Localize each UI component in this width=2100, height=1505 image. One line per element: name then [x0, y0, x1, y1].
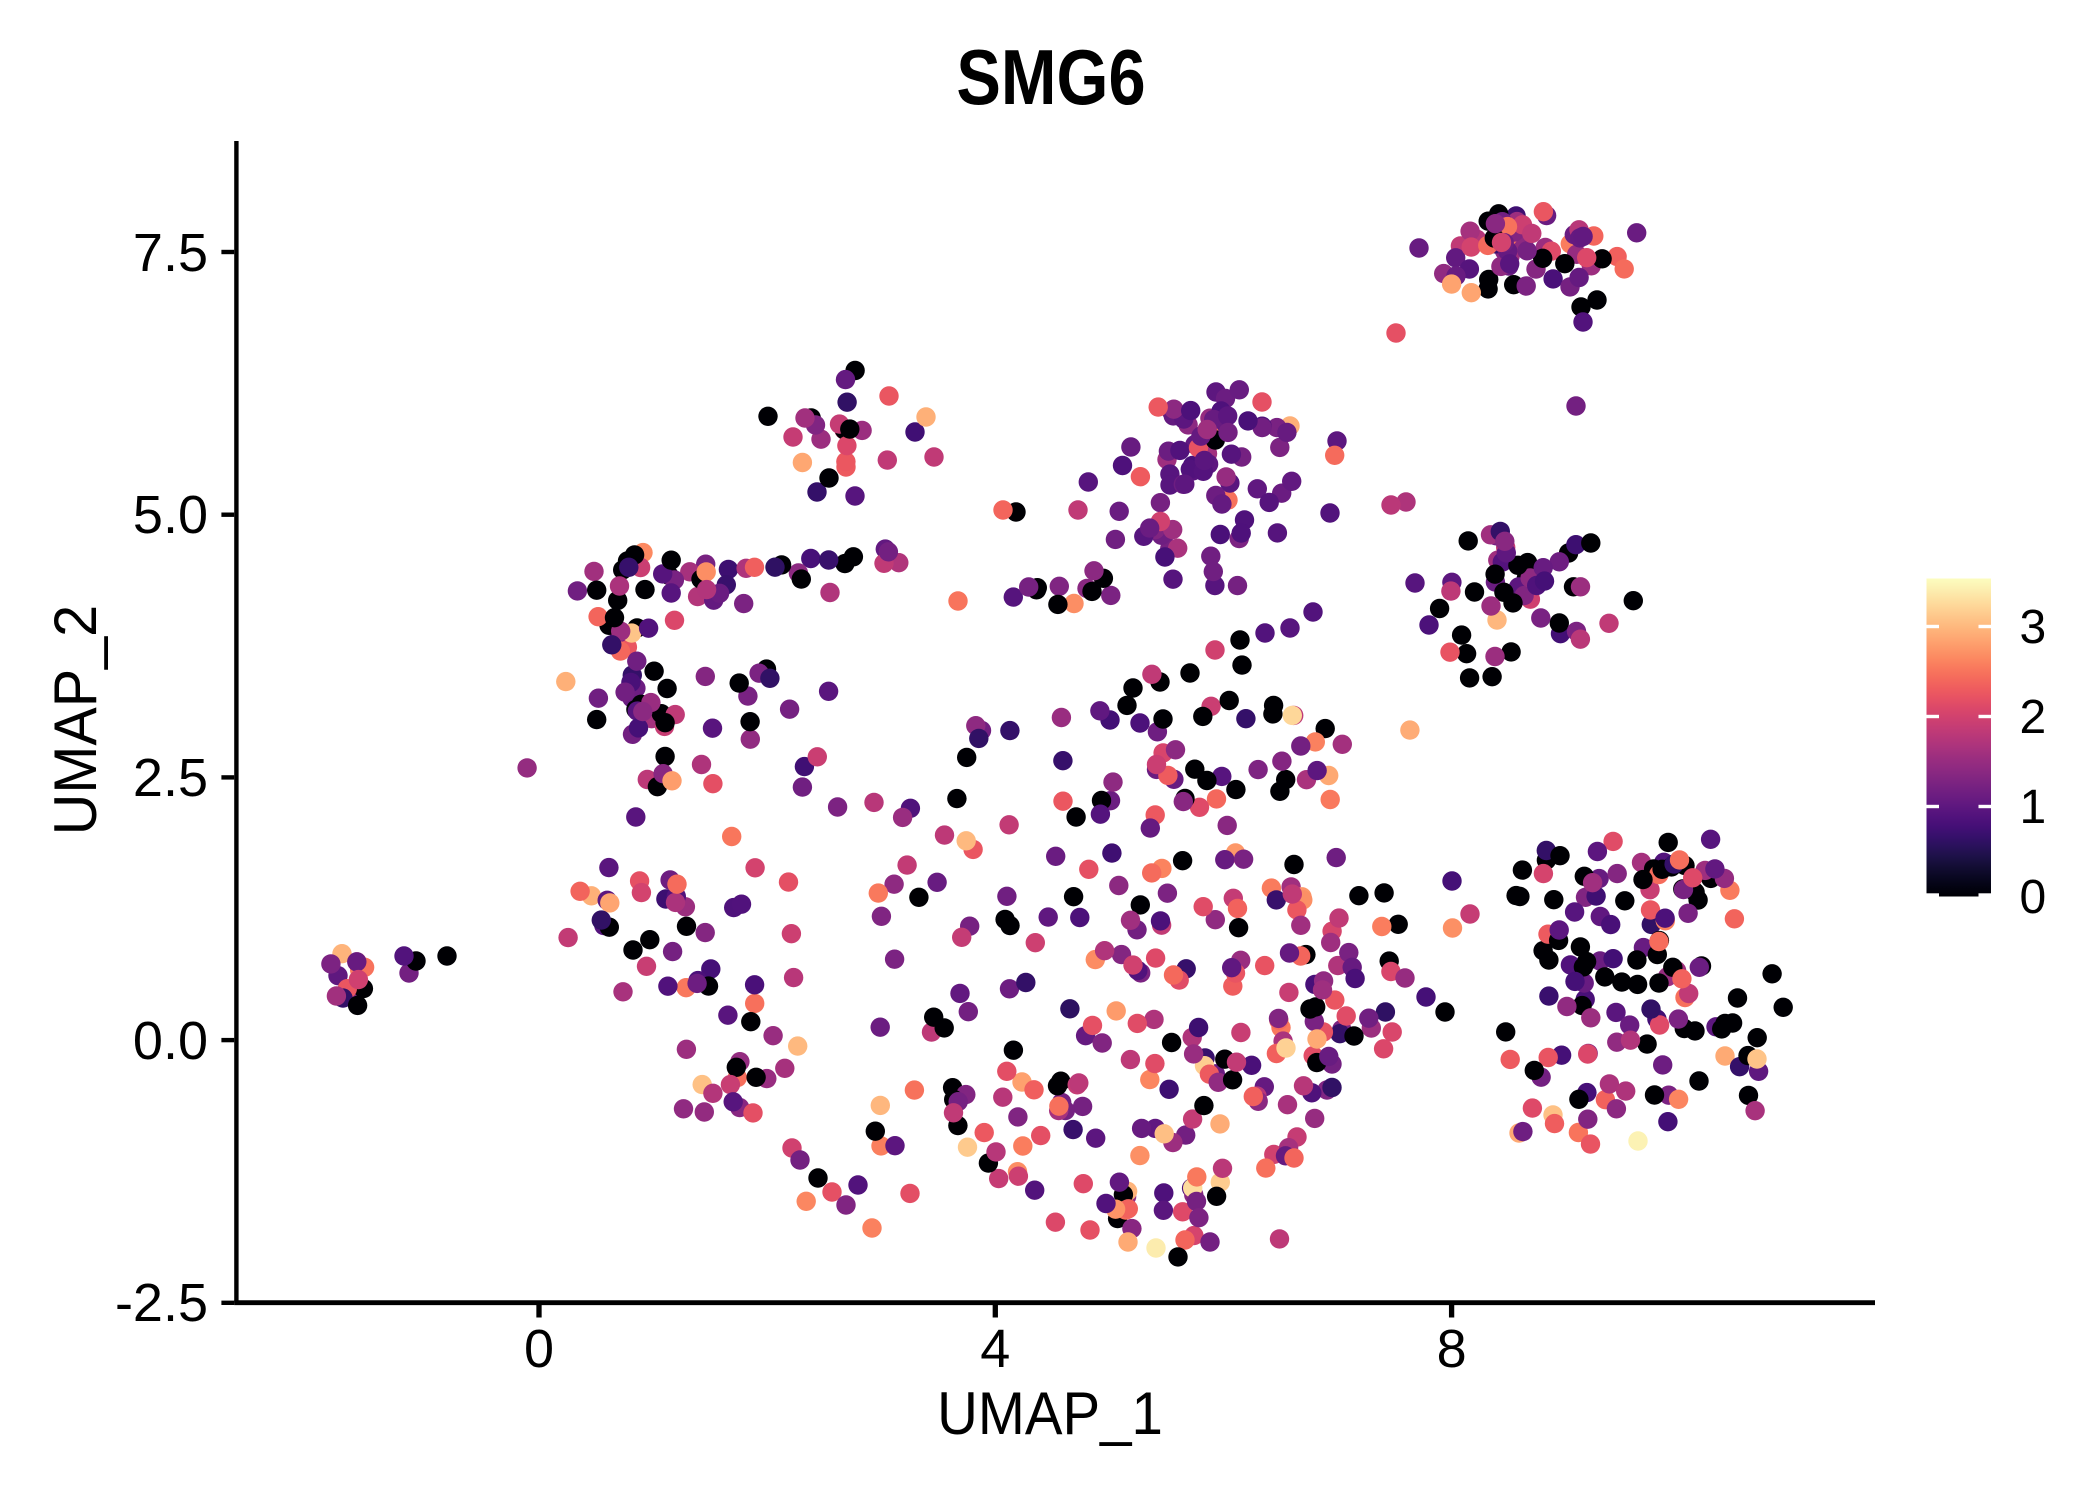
svg-text:0: 0: [524, 1319, 554, 1379]
svg-text:7.5: 7.5: [133, 223, 208, 283]
svg-text:2: 2: [2020, 691, 2047, 744]
svg-text:1: 1: [2020, 781, 2047, 834]
svg-text:-2.5: -2.5: [115, 1273, 208, 1333]
svg-text:4: 4: [980, 1319, 1010, 1379]
svg-text:UMAP_1: UMAP_1: [937, 1380, 1163, 1447]
svg-text:SMG6: SMG6: [956, 34, 1145, 121]
svg-text:5.0: 5.0: [133, 485, 208, 545]
svg-text:0.0: 0.0: [133, 1011, 208, 1071]
svg-text:2.5: 2.5: [133, 748, 208, 808]
svg-text:0: 0: [2020, 871, 2047, 924]
svg-text:8: 8: [1437, 1319, 1467, 1379]
svg-text:3: 3: [2020, 601, 2047, 654]
svg-text:UMAP_2: UMAP_2: [43, 605, 109, 835]
